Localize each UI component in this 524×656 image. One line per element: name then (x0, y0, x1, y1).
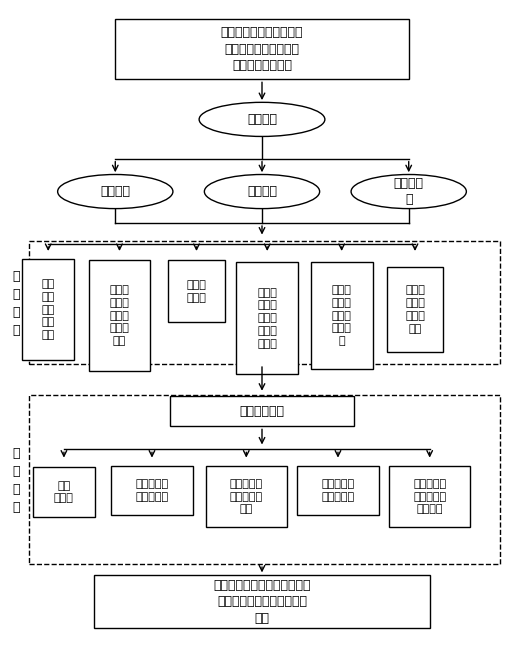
Text: 确定水力压
裂钻孔布置
方案: 确定水力压 裂钻孔布置 方案 (230, 479, 263, 514)
Text: 卸压维持巷
道变形与煤
柱稳定性: 卸压维持巷 道变形与煤 柱稳定性 (413, 479, 446, 514)
Ellipse shape (58, 174, 173, 209)
FancyBboxPatch shape (311, 262, 373, 369)
FancyBboxPatch shape (387, 267, 443, 352)
FancyBboxPatch shape (115, 19, 409, 79)
FancyBboxPatch shape (29, 241, 500, 364)
Text: 地质构造: 地质构造 (247, 185, 277, 198)
Text: 水力造
穴的卸
压增透
效果相
对较差: 水力造 穴的卸 压增透 效果相 对较差 (257, 287, 277, 349)
Text: 形成水力压裂关键层卸压增透
瓦斯治理与巷道、煤柱保护
方法: 形成水力压裂关键层卸压增透 瓦斯治理与巷道、煤柱保护 方法 (213, 579, 311, 625)
FancyBboxPatch shape (170, 396, 354, 426)
FancyBboxPatch shape (111, 466, 192, 516)
Text: 应力集
中区下
方煤柱
失稳: 应力集 中区下 方煤柱 失稳 (405, 285, 425, 334)
FancyBboxPatch shape (33, 467, 95, 517)
Text: 确定水力压
裂影响范围: 确定水力压 裂影响范围 (135, 480, 169, 502)
FancyBboxPatch shape (89, 260, 150, 371)
Text: 易出现
卡钻、
塌孔、
喷孔等
现象: 易出现 卡钻、 塌孔、 喷孔等 现象 (110, 285, 129, 346)
Text: 释放煤层应力: 释放煤层应力 (239, 405, 285, 418)
Text: 瓦斯异
常涌出: 瓦斯异 常涌出 (187, 280, 206, 302)
Text: 存
在
问
题: 存 在 问 题 (12, 270, 19, 337)
Text: 确定
关键层: 确定 关键层 (54, 481, 74, 503)
FancyBboxPatch shape (298, 466, 378, 516)
FancyBboxPatch shape (205, 466, 287, 527)
Text: 地层应力: 地层应力 (100, 185, 130, 198)
Text: 应力集
中区下
方巷道
变形严
重: 应力集 中区下 方巷道 变形严 重 (332, 285, 352, 346)
Text: 关键层性
质: 关键层性 质 (394, 177, 424, 206)
Text: 巷道开挖: 巷道开挖 (247, 113, 277, 126)
Ellipse shape (199, 102, 325, 136)
FancyBboxPatch shape (22, 258, 74, 360)
Ellipse shape (351, 174, 466, 209)
FancyBboxPatch shape (389, 466, 470, 527)
FancyBboxPatch shape (168, 260, 225, 322)
Text: 一种水力压裂松软煤层顶
板关键层卸压增透与巷
道、煤柱保护方法: 一种水力压裂松软煤层顶 板关键层卸压增透与巷 道、煤柱保护方法 (221, 26, 303, 72)
FancyBboxPatch shape (236, 262, 298, 374)
Ellipse shape (204, 174, 320, 209)
FancyBboxPatch shape (29, 395, 500, 564)
Text: 掘进
中响
煤炮
现象
频发: 掘进 中响 煤炮 现象 频发 (41, 279, 55, 340)
Text: 具
体
措
施: 具 体 措 施 (12, 447, 19, 514)
Text: 对比前后瓦
斯治理效果: 对比前后瓦 斯治理效果 (321, 480, 355, 502)
FancyBboxPatch shape (94, 575, 430, 628)
